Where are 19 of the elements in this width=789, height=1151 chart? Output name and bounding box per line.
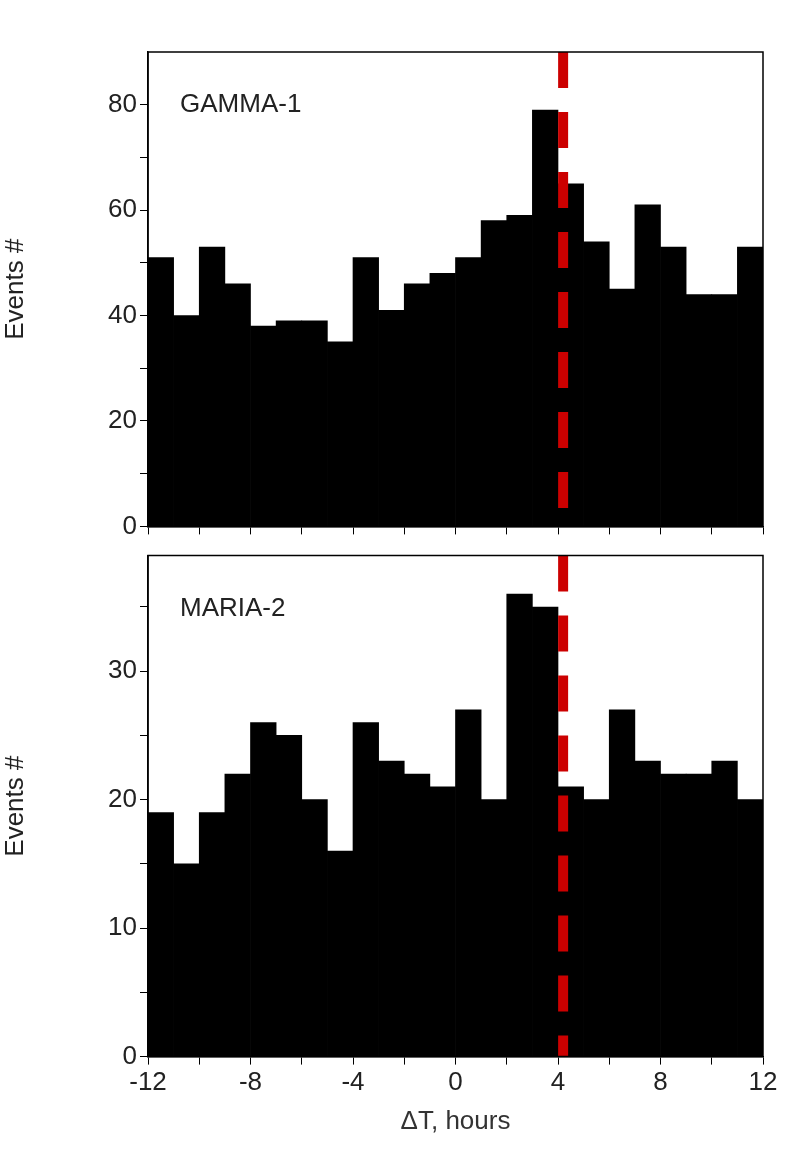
x-axis-title: ΔT, hours — [400, 1104, 511, 1135]
x-tick-label: 0 — [448, 1066, 463, 1097]
x-tick-label: -4 — [341, 1066, 365, 1097]
y-tick-label: 10 — [108, 911, 137, 942]
annotation: MARIA-2 — [180, 591, 286, 622]
y-tick-label: 20 — [108, 782, 137, 813]
y-tick-label: 20 — [108, 404, 137, 435]
y-tick-label: 60 — [108, 193, 137, 224]
y-axis-title: Events # — [0, 238, 29, 340]
y-axis-title: Events # — [0, 754, 29, 857]
y-tick-label: 80 — [108, 87, 137, 118]
y-tick-label: 40 — [108, 298, 137, 329]
y-tick-label: 30 — [108, 654, 137, 685]
x-tick-label: 12 — [748, 1066, 778, 1097]
x-tick-label: -8 — [238, 1066, 263, 1097]
annotation: GAMMA-1 — [180, 88, 302, 118]
x-tick-label: 8 — [653, 1066, 668, 1097]
x-tick-label: 4 — [550, 1066, 566, 1097]
y-tick-label: 0 — [122, 509, 137, 540]
